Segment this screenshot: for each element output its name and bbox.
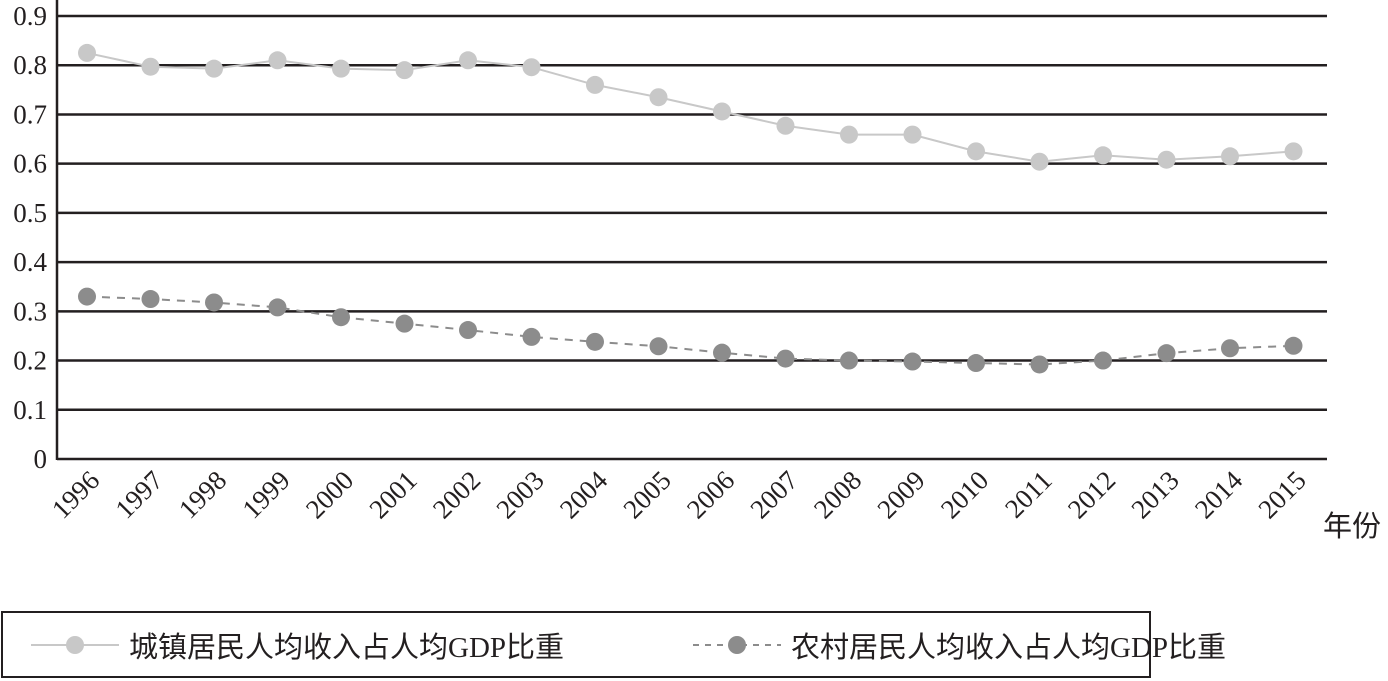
y-tick-label: 0.4: [13, 247, 47, 277]
data-point-marker-icon: [586, 332, 604, 351]
data-point-marker-icon: [1030, 355, 1049, 374]
legend: 城镇居民人均收入占人均GDP比重 农村居民人均收入占人均GDP比重: [1, 611, 1226, 678]
data-point-marker-icon: [78, 287, 96, 306]
x-tick-label: 2006: [681, 465, 740, 524]
gridlines: [57, 14, 1327, 461]
y-tick-label: 0: [34, 444, 48, 474]
data-point-marker-icon: [586, 75, 604, 94]
y-tick-label: 0.2: [13, 346, 47, 376]
y-tick-label: 0.9: [13, 1, 47, 31]
data-point-marker-icon: [967, 142, 985, 161]
series-urban: [78, 43, 1303, 171]
data-point-marker-icon: [395, 61, 414, 80]
data-point-marker-icon: [205, 59, 223, 78]
data-point-marker-icon: [395, 314, 414, 333]
y-tick-label: 0.8: [13, 50, 47, 80]
data-point-marker-icon: [967, 354, 985, 373]
legend-label-urban: 城镇居民人均收入占人均GDP比重: [129, 631, 565, 664]
data-point-marker-icon: [332, 308, 350, 327]
x-tick-label: 2000: [300, 465, 359, 524]
data-point-marker-icon: [903, 352, 922, 371]
data-point-marker-icon: [840, 125, 858, 144]
data-point-marker-icon: [459, 51, 477, 70]
y-tick-label: 0.1: [13, 395, 47, 425]
legend-label-rural: 农村居民人均收入占人均GDP比重: [791, 631, 1227, 664]
x-tick-label: 2012: [1062, 465, 1121, 524]
data-point-marker-icon: [1284, 142, 1303, 161]
legend-swatch-dashed-line-icon: [693, 635, 781, 654]
data-point-marker-icon: [649, 337, 668, 356]
data-point-marker-icon: [1221, 339, 1239, 358]
series-rural: [78, 287, 1303, 374]
data-point-marker-icon: [78, 43, 96, 62]
x-tick-label: 2010: [935, 465, 994, 524]
data-point-marker-icon: [840, 351, 858, 370]
data-point-marker-icon: [1157, 344, 1176, 363]
data-point-marker-icon: [205, 293, 223, 312]
x-tick-label: 2007: [744, 465, 803, 524]
x-tick-label: 2001: [363, 465, 422, 524]
legend-item-urban: 城镇居民人均收入占人均GDP比重: [31, 613, 564, 676]
x-tick-label: 1999: [236, 465, 295, 524]
x-tick-label: 2004: [554, 465, 614, 525]
data-point-marker-icon: [903, 125, 922, 144]
x-tick-label: 1997: [109, 465, 168, 524]
x-tick-label: 2003: [490, 465, 549, 524]
series-line: [86, 295, 1294, 366]
data-point-marker-icon: [268, 298, 287, 317]
y-tick-label: 0.7: [13, 99, 47, 129]
data-point-marker-icon: [522, 58, 541, 77]
y-tick-label: 0.5: [13, 198, 47, 228]
data-point-marker-icon: [649, 88, 668, 107]
series-lines: [78, 43, 1303, 374]
x-tick-label: 2009: [871, 465, 930, 524]
x-tick-label: 1996: [46, 465, 105, 524]
legend-item-rural: 农村居民人均收入占人均GDP比重: [693, 613, 1226, 676]
x-axis-ticks: 1996 1997 1998 1999 2000 2001 2002 2003 2004 2005…: [46, 465, 1312, 525]
data-point-marker-icon: [522, 327, 541, 346]
data-point-marker-icon: [1284, 336, 1303, 355]
x-tick-label: 2002: [427, 465, 486, 524]
y-tick-label: 0.6: [13, 149, 47, 179]
y-tick-label: 0.3: [13, 296, 47, 326]
data-point-marker-icon: [776, 116, 795, 135]
data-point-marker-icon: [1221, 147, 1239, 166]
series-line: [86, 51, 1294, 163]
data-point-marker-icon: [332, 59, 350, 78]
x-axis-unit-label: 年份: [1323, 510, 1381, 543]
x-tick-label: 2015: [1252, 465, 1311, 524]
x-tick-label: 2013: [1125, 465, 1184, 524]
data-point-marker-icon: [1094, 146, 1112, 165]
data-point-marker-icon: [1157, 150, 1176, 169]
data-point-marker-icon: [141, 57, 160, 76]
data-point-marker-icon: [776, 349, 795, 368]
legend-swatch-solid-line-icon: [31, 635, 119, 654]
x-tick-label: 2014: [1189, 465, 1249, 525]
x-tick-label: 2005: [617, 465, 676, 524]
x-tick-label: 2008: [808, 465, 867, 524]
data-point-marker-icon: [713, 343, 731, 362]
x-tick-label: 1998: [173, 465, 232, 524]
y-axis-ticks: 0 0.1 0.2 0.3 0.4 0.5 0.6 0.7 0.8 0.9: [13, 1, 47, 474]
data-point-marker-icon: [141, 290, 160, 309]
data-point-marker-icon: [1030, 152, 1049, 171]
data-point-marker-icon: [1094, 351, 1112, 370]
data-point-marker-icon: [268, 51, 287, 70]
data-point-marker-icon: [459, 321, 477, 340]
x-tick-label: 2011: [999, 465, 1058, 524]
line-chart: 00.10.20.30.40.50.60.70.80.9 1996 1997 199…: [13, 0, 1381, 543]
data-point-marker-icon: [713, 102, 731, 121]
